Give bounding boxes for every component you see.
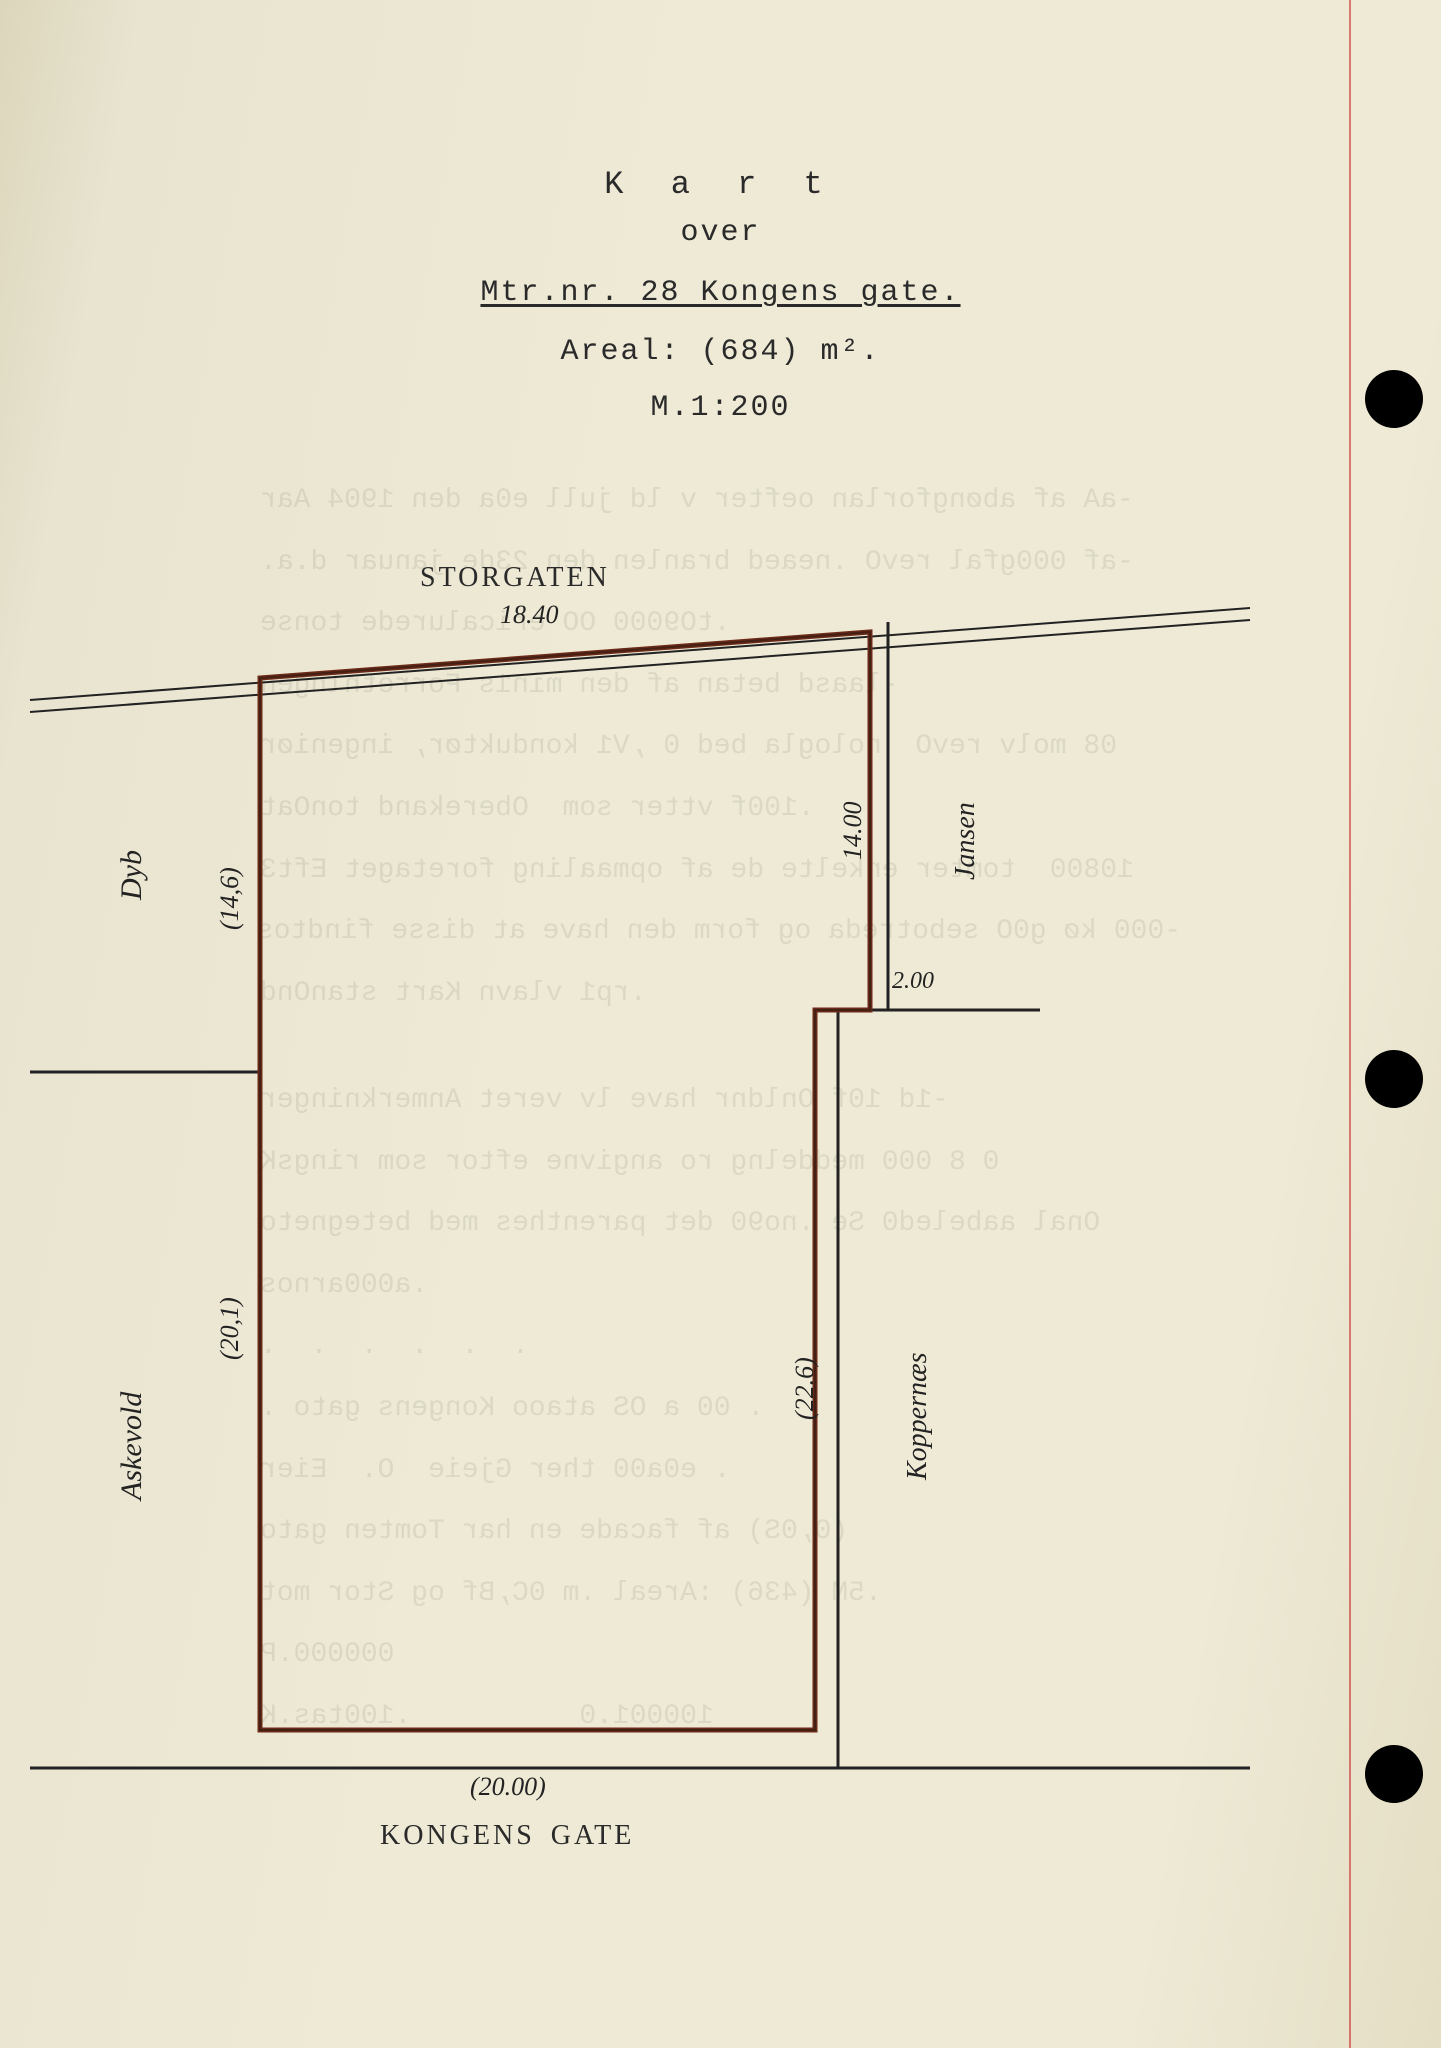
- neighbour-right-upper: Jansen: [950, 802, 982, 880]
- dim-left-upper: (14,6): [215, 867, 245, 930]
- neighbour-right-lower: Koppernæs: [902, 1352, 934, 1480]
- street-bottom: KONGENS GATE: [380, 1820, 634, 1852]
- dim-right-lower: (22.6): [790, 1357, 820, 1420]
- neighbour-left-upper: Dyb: [115, 850, 149, 900]
- dim-right-upper: 14.00: [838, 802, 868, 861]
- dim-left-lower: (20,1): [215, 1297, 245, 1360]
- dim-notch: 2.00: [892, 968, 934, 995]
- document-page: -aA af abøngforlan oefter v ld jull e0a …: [0, 0, 1441, 2048]
- neighbour-left-lower: Askevold: [115, 1392, 149, 1500]
- dim-bottom: (20.00): [470, 1772, 546, 1802]
- street-top: STORGATEN: [420, 562, 610, 594]
- dim-top: 18.40: [500, 600, 559, 630]
- plot-diagram: [0, 0, 1441, 2048]
